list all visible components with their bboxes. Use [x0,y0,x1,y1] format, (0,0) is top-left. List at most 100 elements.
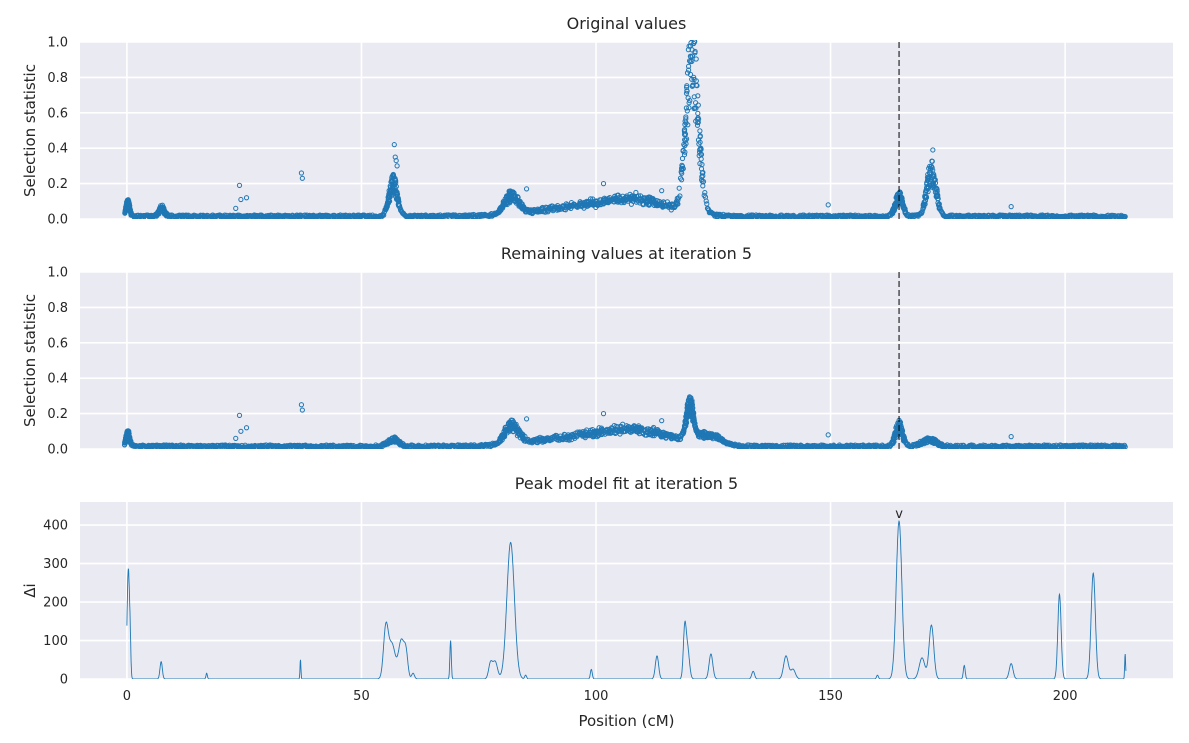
data-point [693,105,699,111]
data-point [548,205,554,211]
data-point [926,170,933,176]
data-point [523,416,530,422]
data-point [627,191,633,197]
data-point [893,425,899,431]
data-point [681,127,688,133]
data-point [539,437,545,443]
y-tick-label: 0.0 [47,213,68,228]
data-point [691,20,695,24]
data-point [680,166,686,172]
data-point [668,207,674,213]
data-point [385,200,391,206]
data-point [392,176,398,182]
data-point [607,195,613,201]
data-point [299,175,305,181]
x-tick-label: 150 [818,689,843,704]
data-point [684,70,691,76]
data-point [397,440,403,446]
data-point [391,142,397,148]
y-tick-label: 0.4 [47,372,68,387]
data-point [925,189,931,195]
data-point [594,434,600,440]
data-point [233,205,239,211]
data-point [686,67,692,73]
x-tick-label: 100 [584,689,609,704]
data-point [233,435,239,441]
data-point [1008,204,1014,210]
data-point [700,173,706,179]
data-point [299,407,305,413]
data-point [394,163,400,169]
plot-background [80,272,1173,449]
data-point [930,147,936,153]
data-point [1122,214,1128,219]
data-point [635,193,642,199]
data-point [671,204,677,210]
data-point [895,197,901,203]
data-point [590,201,597,207]
data-point [635,429,641,435]
data-point [686,63,692,70]
data-point [396,203,402,209]
data-point [636,431,643,437]
data-point [923,436,929,443]
data-point [937,205,943,211]
data-point [677,193,683,199]
data-point [125,434,131,440]
data-point [238,428,244,434]
data-point [578,200,585,206]
data-point [689,28,693,32]
data-point [713,434,719,440]
plot-background [80,502,1173,679]
data-point [525,209,531,215]
x-axis-label: Position (cM) [578,712,674,730]
data-point [606,430,612,436]
data-point [128,212,134,218]
data-point [700,183,706,189]
data-point [689,47,695,53]
data-point [502,434,508,440]
data-point [684,84,690,91]
data-point [638,196,644,202]
data-point [633,189,639,196]
data-point [623,194,630,201]
y-axis-label: Selection statistic [21,64,39,197]
y-tick-label: 1.0 [47,36,68,51]
x-tick-label: 0 [123,689,131,704]
y-tick-label: 0.4 [47,142,68,157]
y-tick-label: 0.0 [47,443,68,458]
data-point [659,188,665,194]
data-point [684,88,690,94]
chart-title: Original values [567,14,687,33]
data-point [899,427,905,433]
data-point [577,429,583,435]
data-point [634,424,640,430]
data-point [638,198,644,204]
data-point [690,34,694,38]
y-tick-label: 0.6 [47,336,68,351]
data-point [895,420,901,426]
data-point [899,430,905,436]
data-point [387,437,393,443]
data-point [538,206,544,212]
data-point [936,202,942,208]
data-point [674,201,680,207]
data-point [155,211,161,217]
data-point [652,431,658,437]
data-point [681,152,688,158]
data-point [243,425,250,431]
data-point [695,110,701,117]
data-point [694,122,701,128]
data-point [697,133,703,139]
data-point [679,177,685,183]
data-point [243,195,250,201]
data-point [634,427,640,433]
data-point [683,114,689,120]
data-point [693,82,699,88]
data-point [498,207,504,213]
data-point [630,195,637,201]
data-point [613,427,620,433]
data-point [398,207,404,213]
data-point [688,32,692,36]
